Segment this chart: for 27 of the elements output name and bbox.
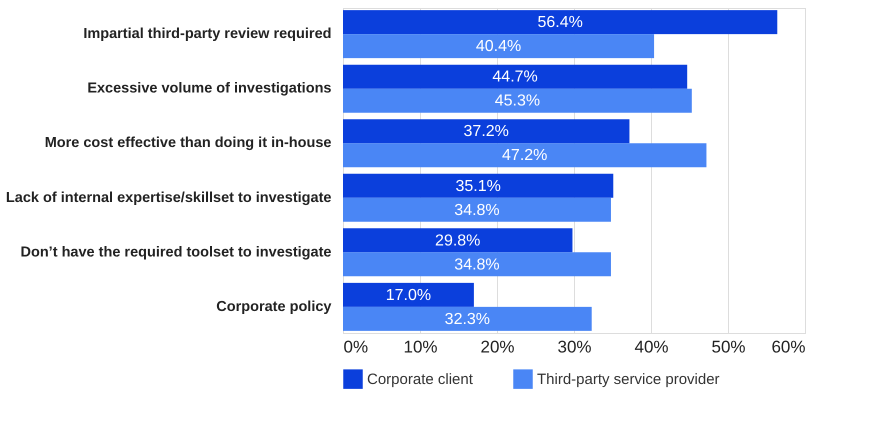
y-tick-label: Don’t have the required toolset to investigate: [20, 244, 332, 260]
x-tick-label: 20%: [480, 338, 515, 356]
data-label: 29.8%: [435, 232, 480, 250]
data-label: 34.8%: [454, 256, 500, 274]
data-label: 40.4%: [476, 38, 522, 56]
data-label: 35.1%: [455, 178, 501, 195]
x-tick-label: 0%: [344, 338, 368, 356]
y-tick-label: Corporate policy: [216, 298, 332, 315]
data-label: 47.2%: [502, 147, 548, 164]
data-label: 34.8%: [454, 202, 500, 219]
data-label: 45.3%: [494, 92, 540, 110]
x-tick-label: 40%: [634, 338, 669, 356]
data-label: 17.0%: [386, 286, 432, 304]
legend-label: Corporate client: [367, 371, 474, 388]
y-tick-label: Impartial third-party review required: [83, 26, 332, 42]
y-tick-label: More cost effective than doing it in-house: [44, 135, 332, 152]
x-tick-label: 60%: [771, 338, 806, 356]
x-tick-label: 50%: [711, 338, 746, 356]
data-label: 56.4%: [537, 14, 583, 32]
data-label: 32.3%: [444, 310, 490, 328]
data-label: 44.7%: [492, 68, 538, 86]
legend-label: Third-party service provider: [537, 371, 720, 388]
y-tick-label: Lack of internal expertise/skillset to investigate: [6, 190, 332, 206]
y-tick-label: Excessive volume of investigations: [87, 80, 332, 97]
x-tick-label: 10%: [403, 338, 438, 356]
x-tick-label: 30%: [557, 338, 592, 356]
data-label: 37.2%: [464, 123, 509, 140]
